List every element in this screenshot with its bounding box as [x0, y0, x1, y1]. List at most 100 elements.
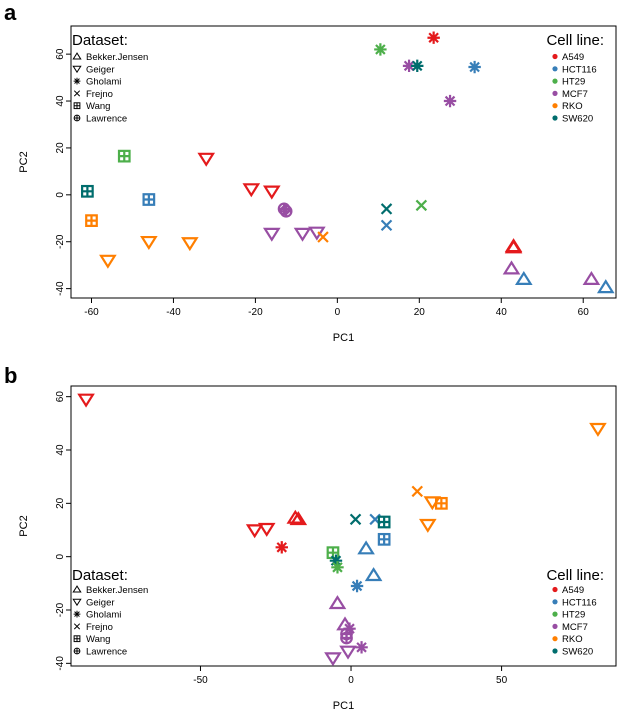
cell-line-legend-ht29: HT29 [552, 610, 585, 621]
point-geiger-a549 [257, 522, 276, 537]
cell-line-legend-label: MCF7 [562, 622, 588, 633]
cell-line-legend-ht29: HT29 [552, 77, 585, 88]
dataset-legend-label: Geiger [86, 597, 115, 608]
point-bekker-jensen-mcf7 [582, 270, 601, 285]
dataset-legend-geiger: Geiger [72, 597, 115, 608]
dataset-legend-label: Wang [86, 634, 110, 645]
dataset-legend-gholami: Gholami [73, 77, 121, 88]
x-tick-label: 60 [578, 307, 590, 318]
dataset-legend-frejno: Frejno [73, 622, 113, 633]
cell-line-legend-label: MCF7 [562, 89, 588, 100]
y-tick-label: 40 [55, 444, 66, 456]
cell-line-legend-rko: RKO [552, 634, 583, 645]
point-geiger-mcf7 [293, 227, 312, 242]
point-wang-hct116 [377, 532, 391, 546]
x-tick-label: 0 [348, 675, 354, 686]
point-frejno-ht29 [415, 199, 428, 212]
point-bekker-jensen-hct116 [514, 270, 533, 285]
panel-b-letter: b [4, 363, 17, 388]
cell-line-legend-label: HT29 [562, 610, 585, 621]
cell-line-swatch [552, 53, 558, 60]
x-axis-title: PC1 [333, 332, 354, 344]
y-tick-label: -20 [55, 234, 66, 249]
x-axis-title: PC1 [333, 700, 354, 710]
point-gholami-hct116 [468, 60, 481, 74]
cell-line-swatch [552, 586, 558, 593]
panel-b-plot: -50 0 50 -40 -20 0 20 40 60 PC1 PC2 Dataset:Bekker.… [18, 385, 617, 710]
point-bekker-jensen-a549 [504, 239, 523, 254]
plot-frame [70, 25, 617, 299]
cell-line-legend-sw620: SW620 [552, 114, 593, 125]
point-wang-sw620 [377, 515, 391, 529]
dataset-legend-bekker-jensen: Bekker.Jensen [72, 52, 148, 63]
cell-line-legend-label: HCT116 [562, 597, 597, 608]
cell-line-legend-title: Cell line: [546, 567, 604, 584]
y-tick-label: 0 [55, 192, 66, 198]
point-geiger-mcf7 [339, 645, 357, 660]
y-tick-label: 20 [55, 142, 66, 154]
y-tick-label: 60 [55, 391, 66, 403]
cell-line-legend-mcf7: MCF7 [552, 622, 588, 633]
point-geiger-a549 [77, 393, 95, 408]
point-bekker-jensen-hct116 [357, 540, 375, 555]
point-frejno-sw620 [380, 203, 393, 215]
point-gholami-ht29 [374, 43, 387, 56]
cell-line-swatch [552, 623, 558, 630]
point-wang-rko [434, 496, 448, 510]
point-lawrence-mcf7 [279, 204, 293, 218]
point-geiger-mcf7 [324, 652, 342, 667]
dataset-legend-label: Bekker.Jensen [86, 585, 148, 596]
point-geiger-a549 [197, 152, 216, 167]
y-tick-label: 40 [55, 95, 66, 107]
cell-line-legend-label: HCT116 [562, 64, 597, 75]
cell-line-legend-mcf7: MCF7 [552, 89, 588, 100]
dataset-legend-gholami: Gholami [73, 610, 121, 621]
point-lawrence-mcf7 [340, 631, 353, 645]
point-wang-hct116 [142, 193, 156, 206]
x-tick-label: 20 [414, 307, 426, 318]
cell-line-legend-title: Cell line: [546, 32, 604, 49]
cell-line-legend-hct116: HCT116 [552, 64, 597, 75]
cell-line-swatch [552, 90, 558, 96]
point-wang-ht29 [117, 149, 131, 163]
cell-line-legend-rko: RKO [552, 101, 583, 112]
x-tick-label: -50 [193, 675, 208, 686]
point-geiger-mcf7 [262, 227, 281, 242]
dataset-legend-title: Dataset: [72, 32, 128, 49]
cell-line-legend-sw620: SW620 [552, 647, 593, 658]
point-geiger-rko [99, 254, 117, 269]
dataset-legend-label: Geiger [86, 64, 115, 75]
cell-line-swatch [552, 78, 558, 84]
cell-line-swatch [552, 103, 558, 109]
x-tick-label: -60 [84, 307, 99, 318]
dataset-legend-label: Wang [86, 101, 110, 112]
dataset-legend-label: Lawrence [86, 114, 127, 125]
y-axis-title: PC2 [18, 151, 30, 172]
point-gholami-sw620 [329, 554, 343, 567]
panel-a-plot: -60 -40 -20 0 20 40 60 -40 -20 0 20 40 60 PC1 PC2 Datas… [18, 25, 617, 344]
point-gholami-ht29 [331, 561, 344, 574]
y-tick-label: -40 [55, 281, 66, 296]
cell-line-legend-label: A549 [562, 585, 584, 596]
y-tick-label: -20 [55, 602, 66, 617]
dataset-legend-title: Dataset: [72, 567, 128, 584]
cell-line-swatch [552, 599, 558, 605]
cell-line-legend-a549: A549 [552, 585, 584, 596]
dataset-legend-lawrence: Lawrence [73, 647, 127, 658]
point-geiger-a549 [245, 524, 264, 539]
x-tick-label: -40 [166, 307, 181, 318]
cell-line-swatch [552, 636, 558, 642]
point-bekker-jensen-a549 [286, 509, 305, 524]
y-axis-title: PC2 [18, 515, 30, 536]
point-geiger-rko [140, 235, 158, 250]
point-gholami-mcf7 [443, 94, 457, 108]
point-gholami-a549 [427, 31, 440, 44]
y-tick-label: -40 [55, 656, 66, 671]
cell-line-legend-hct116: HCT116 [552, 597, 597, 608]
point-bekker-jensen-a549 [289, 511, 308, 526]
cell-line-legend-label: HT29 [562, 77, 585, 88]
